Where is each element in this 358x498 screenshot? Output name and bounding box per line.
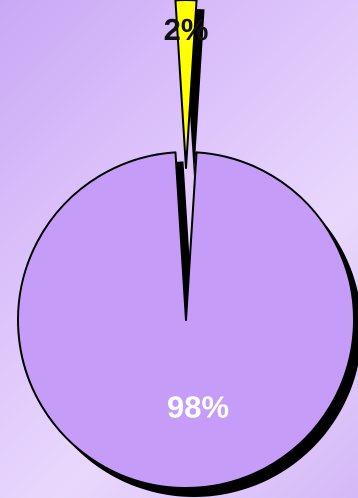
pie-slice-1 — [17, 151, 355, 489]
slice-label-large: 98% — [167, 389, 229, 424]
pie-slice-0 — [174, 0, 198, 169]
pie-slices — [17, 0, 355, 489]
pie-labels: 2% 98% — [164, 12, 229, 424]
slice-label-small: 2% — [164, 12, 209, 47]
